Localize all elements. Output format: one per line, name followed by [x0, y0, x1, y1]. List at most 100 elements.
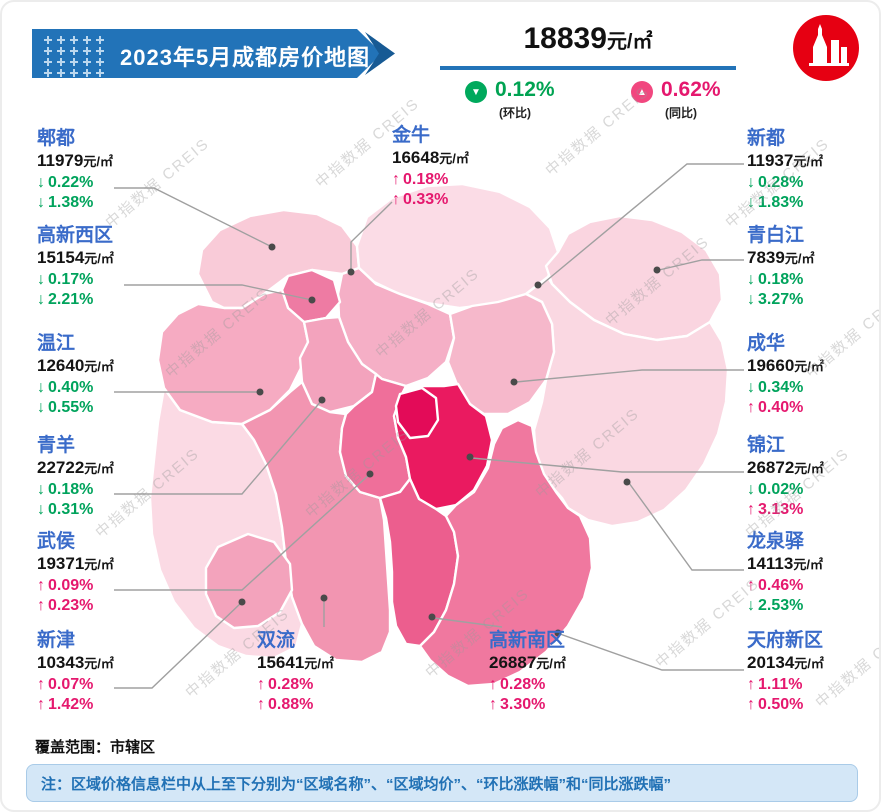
- yoy-arrow-icon: ↑: [37, 696, 45, 713]
- price-label-jinjiang: 锦江 26872元/㎡ ↓ 0.02% ↑ 3.13%: [747, 434, 824, 520]
- footer-note-bar: 注：区域价格信息栏中从上至下分别为“区域名称”、“区域均价”、“环比涨跌幅”和“…: [26, 764, 858, 802]
- yoy-arrow-icon: ↓: [747, 597, 755, 614]
- district-name: 温江: [37, 333, 76, 354]
- pagoda-icon: [809, 24, 849, 66]
- map-dot-gaoxinnan: [428, 613, 436, 621]
- district-mom-change: ↑ 0.07%: [37, 676, 94, 693]
- connector-wuhou: [114, 473, 371, 591]
- district-mom-change: ↓ 0.18%: [37, 481, 94, 498]
- district-yoy-change: ↓ 0.31%: [37, 501, 94, 518]
- yoy-arrow-icon: ↓: [37, 399, 45, 416]
- map-dot-wenjiang: [256, 388, 264, 396]
- district-yoy-change: ↑ 0.88%: [257, 696, 314, 713]
- creis-logo: [793, 15, 859, 81]
- district-price: 11937元/㎡: [747, 151, 823, 170]
- yoy-arrow-icon: ↑: [489, 696, 497, 713]
- district-mom-change: ↓ 0.28%: [747, 174, 804, 191]
- map-dot-qingbaijiang: [653, 266, 661, 274]
- price-label-pidu: 郫都 11979元/㎡ ↓ 0.22% ↓ 1.38%: [37, 127, 113, 213]
- district-name: 郫都: [37, 128, 76, 149]
- yoy-badge: ▲: [631, 81, 653, 103]
- connector-gaoxinnan: [433, 617, 503, 628]
- connector-jinniu: [350, 201, 393, 270]
- map-dot-qingyang: [318, 396, 326, 404]
- district-yoy-change: ↑ 0.33%: [392, 191, 449, 208]
- yoy-label: (同比): [665, 106, 697, 120]
- district-yoy-change: ↓ 3.27%: [747, 291, 804, 308]
- district-name: 新都: [747, 128, 786, 149]
- connector-tianfu: [559, 633, 744, 671]
- up-triangle-icon: ▲: [637, 86, 647, 98]
- mom-arrow-icon: ↓: [37, 481, 45, 498]
- mom-arrow-icon: ↑: [747, 676, 755, 693]
- district-price: 12640元/㎡: [37, 356, 114, 375]
- district-name: 高新西区: [37, 225, 114, 246]
- district-yoy-change: ↑ 3.30%: [489, 696, 546, 713]
- price-label-tianfu: 天府新区 20134元/㎡ ↑ 1.11% ↑ 0.50%: [747, 629, 824, 715]
- district-price: 10343元/㎡: [37, 653, 114, 672]
- district-name: 天府新区: [747, 630, 824, 651]
- district-mom-change: ↓ 0.34%: [747, 379, 804, 396]
- mom-arrow-icon: ↑: [257, 676, 265, 693]
- yoy-arrow-icon: ↓: [37, 291, 45, 308]
- mom-arrow-icon: ↓: [37, 379, 45, 396]
- yoy-arrow-icon: ↓: [747, 194, 755, 211]
- district-yoy-change: ↓ 0.55%: [37, 399, 94, 416]
- district-name: 武侯: [37, 531, 76, 552]
- district-name: 金牛: [392, 125, 431, 146]
- district-name: 高新南区: [489, 630, 566, 651]
- yoy-arrow-icon: ↑: [257, 696, 265, 713]
- district-yoy-change: ↓ 2.53%: [747, 597, 804, 614]
- district-mom-change: ↓ 0.22%: [37, 174, 94, 191]
- district-price: 19660元/㎡: [747, 356, 824, 375]
- yoy-arrow-icon: ↑: [747, 399, 755, 416]
- yoy-arrow-icon: ↓: [37, 501, 45, 518]
- yoy-arrow-icon: ↑: [37, 597, 45, 614]
- district-name: 锦江: [747, 435, 786, 456]
- price-underline: [440, 66, 736, 70]
- price-label-wuhou: 武侯 19371元/㎡ ↑ 0.09% ↑ 0.23%: [37, 530, 114, 616]
- title-banner: [32, 29, 395, 78]
- connector-pidu: [114, 187, 273, 248]
- connector-gaoxinxi: [124, 284, 313, 301]
- price-label-gaoxinnan: 高新南区 26887元/㎡ ↑ 0.28% ↑ 3.30%: [489, 629, 566, 715]
- price-label-gaoxinxi: 高新西区 15154元/㎡ ↓ 0.17% ↓ 2.21%: [37, 224, 114, 310]
- connector-qingbaijiang: [658, 259, 744, 271]
- district-mom-change: ↓ 0.18%: [747, 271, 804, 288]
- banner-arrow-icon: [365, 32, 395, 75]
- price-label-wenjiang: 温江 12640元/㎡ ↓ 0.40% ↓ 0.55%: [37, 332, 114, 418]
- map-dot-chenghua: [510, 378, 518, 386]
- district-mom-change: ↑ 0.18%: [392, 171, 449, 188]
- yoy-arrow-icon: ↑: [747, 501, 755, 518]
- mom-arrow-icon: ↑: [747, 577, 755, 594]
- mom-arrow-icon: ↓: [747, 481, 755, 498]
- price-label-qingyang: 青羊 22722元/㎡ ↓ 0.18% ↓ 0.31%: [37, 434, 114, 520]
- district-price: 26887元/㎡: [489, 653, 566, 672]
- mom-arrow-icon: ↓: [747, 379, 755, 396]
- map-regions: [148, 182, 730, 688]
- price-label-qingbaijiang: 青白江 7839元/㎡ ↓ 0.18% ↓ 3.27%: [747, 224, 814, 310]
- mom-arrow-icon: ↑: [489, 676, 497, 693]
- district-price: 16648元/㎡: [392, 148, 469, 167]
- connector-chenghua: [515, 369, 744, 383]
- district-mom-change: ↑ 1.11%: [747, 676, 803, 693]
- district-name: 龙泉驿: [747, 531, 805, 552]
- map-dot-wuhou: [366, 470, 374, 478]
- avg-price-value: 18839: [523, 22, 607, 55]
- district-yoy-change: ↓ 1.83%: [747, 194, 804, 211]
- banner-shape: [32, 29, 382, 78]
- district-yoy-change: ↓ 2.21%: [37, 291, 94, 308]
- region-jinjiang-core: [394, 386, 440, 440]
- district-price: 11979元/㎡: [37, 151, 113, 170]
- district-yoy-change: ↑ 1.42%: [37, 696, 94, 713]
- district-name: 青羊: [37, 435, 76, 456]
- yoy-arrow-icon: ↑: [392, 191, 400, 208]
- district-yoy-change: ↑ 3.13%: [747, 501, 804, 518]
- map-dot-pidu: [268, 243, 276, 251]
- yoy-arrow-icon: ↑: [747, 696, 755, 713]
- map-dot-xinjin: [238, 598, 246, 606]
- district-mom-change: ↑ 0.28%: [489, 676, 546, 693]
- yoy-arrow-icon: ↓: [37, 194, 45, 211]
